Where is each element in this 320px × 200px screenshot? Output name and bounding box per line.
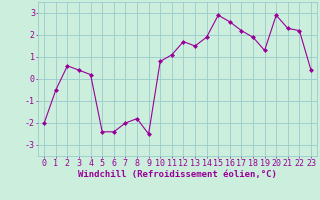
X-axis label: Windchill (Refroidissement éolien,°C): Windchill (Refroidissement éolien,°C) — [78, 170, 277, 179]
